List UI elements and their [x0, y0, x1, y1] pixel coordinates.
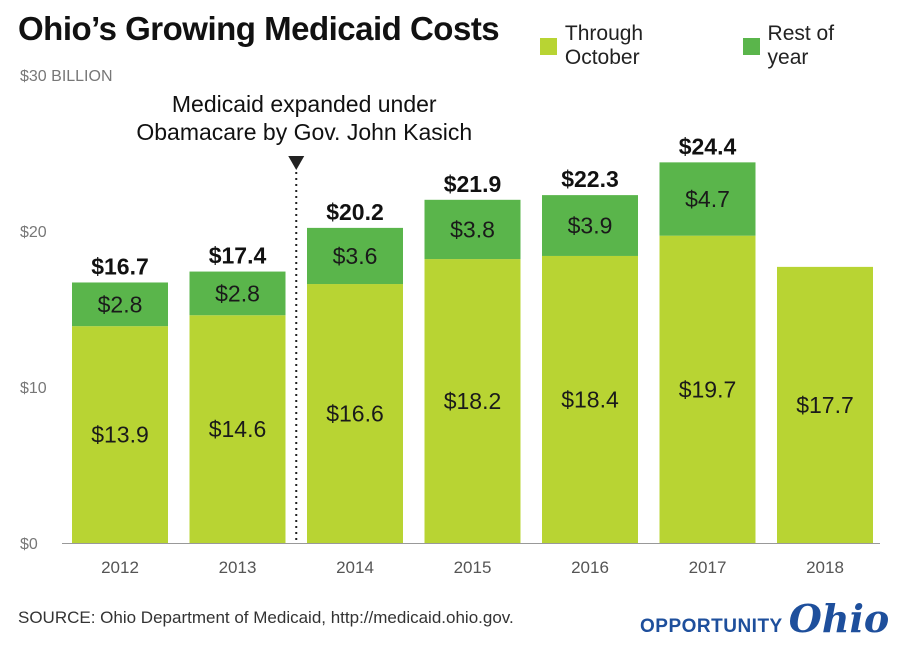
x-tick-label: 2012	[101, 558, 139, 577]
bar-label-through-october: $17.7	[796, 392, 854, 418]
bar-rest-of-year	[659, 162, 756, 236]
bar-rest-of-year	[424, 199, 521, 260]
bar-total-label: $20.2	[326, 199, 384, 225]
bar-through-october	[659, 235, 756, 543]
bar-label-rest-of-year: $3.6	[333, 243, 378, 269]
annotation-text-line1: Medicaid expanded under	[172, 91, 437, 117]
bar-label-through-october: $18.4	[561, 386, 619, 412]
legend-item-rest-of-year: Rest of year	[742, 22, 880, 70]
bar-rest-of-year	[189, 271, 286, 316]
legend: Through October Rest of year	[540, 22, 900, 70]
bar-label-through-october: $16.6	[326, 401, 384, 427]
x-tick-label: 2016	[571, 558, 609, 577]
chart-title: Ohio’s Growing Medicaid Costs	[18, 10, 500, 47]
bar-label-rest-of-year: $3.8	[450, 216, 495, 242]
bar-label-through-october: $13.9	[91, 422, 149, 448]
source-note: SOURCE: Ohio Department of Medicaid, htt…	[18, 608, 514, 627]
x-tick-label: 2015	[454, 558, 492, 577]
opportunity-ohio-logo: OPPORTUNITY Ohio	[640, 596, 889, 641]
bar-total-label: $16.7	[91, 253, 149, 279]
logo-text-opportunity: OPPORTUNITY	[640, 616, 783, 637]
annotation-text-line2: Obamacare by Gov. John Kasich	[136, 119, 472, 145]
bar-label-rest-of-year: $3.9	[568, 213, 613, 239]
bar-rest-of-year	[542, 195, 638, 256]
bar-through-october	[189, 315, 286, 543]
bar-through-october	[424, 259, 521, 543]
bar-label-rest-of-year: $4.7	[685, 186, 730, 212]
bar-through-october	[777, 266, 873, 543]
legend-item-through-october: Through October	[540, 22, 723, 70]
annotation-arrow-icon	[288, 156, 305, 170]
y-tick-label: $30 BILLION	[20, 68, 113, 85]
bar-total-label: $24.4	[679, 133, 737, 159]
bar-total-label: $22.3	[561, 166, 619, 192]
bar-total-label: $21.9	[444, 171, 502, 197]
legend-label-rest-of-year: Rest of year	[767, 22, 835, 69]
legend-label-through-october: Through October	[564, 22, 644, 69]
legend-swatch-rest-of-year	[742, 37, 760, 55]
bar-label-through-october: $19.7	[679, 376, 737, 402]
bar-total-label: $17.4	[209, 243, 267, 269]
y-tick-label: $20	[20, 224, 47, 241]
x-tick-label: 2017	[689, 558, 727, 577]
bar-label-rest-of-year: $2.8	[98, 291, 143, 317]
bar-label-rest-of-year: $2.8	[215, 280, 260, 306]
legend-swatch-through-october	[540, 37, 557, 55]
x-tick-label: 2014	[336, 558, 374, 577]
x-tick-label: 2013	[219, 558, 257, 577]
bar-label-through-october: $14.6	[209, 416, 267, 442]
bar-rest-of-year	[72, 282, 168, 327]
bar-label-through-october: $18.2	[444, 388, 502, 414]
bar-through-october	[307, 284, 403, 543]
y-tick-label: $10	[20, 380, 47, 397]
logo-text-ohio: Ohio	[788, 596, 890, 641]
x-tick-label: 2018	[806, 558, 844, 577]
bar-through-october	[542, 255, 638, 543]
bar-rest-of-year	[307, 227, 403, 285]
bar-through-october	[72, 326, 168, 543]
y-tick-label: $0	[20, 536, 38, 553]
